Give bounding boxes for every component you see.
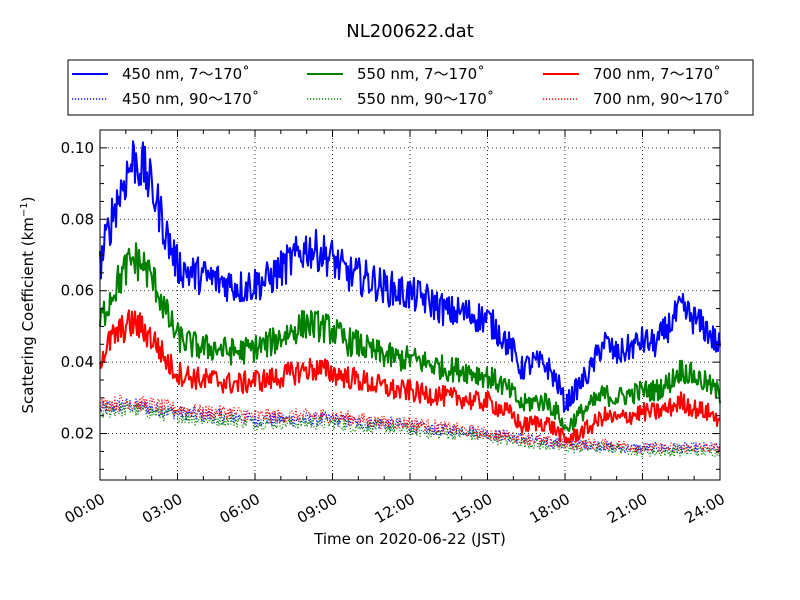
series-line (99, 140, 721, 413)
legend-box (67, 59, 754, 116)
x-tick-label: 03:00 (139, 490, 185, 527)
x-tick-label: 15:00 (449, 490, 495, 527)
x-tick-label: 18:00 (527, 490, 573, 527)
y-tick-label: 0.04 (61, 353, 94, 371)
y-axis-label-main: Scattering Coefficient (km (19, 217, 37, 413)
legend-label: 550 nm, 90～170˚ (357, 90, 494, 108)
legend-label: 450 nm, 7～170˚ (122, 65, 250, 83)
series-line (99, 401, 721, 458)
y-tick-label: 0.06 (61, 282, 94, 300)
x-tick-label: 12:00 (372, 490, 418, 527)
legend-label: 700 nm, 7～170˚ (593, 65, 721, 83)
x-tick-label: 21:00 (604, 490, 650, 527)
series-layer (99, 140, 721, 458)
chart-title: NL200622.dat (346, 21, 473, 42)
y-tick-label: 0.02 (61, 425, 94, 443)
x-tick-label: 00:00 (62, 490, 108, 527)
y-tick-label: 0.10 (61, 139, 94, 157)
y-tick-label: 0.08 (61, 210, 94, 228)
legend: 450 nm, 7～170˚ 450 nm, 90～170˚ 550 nm, 7～1… (72, 65, 730, 108)
x-tick-label: 24:00 (682, 490, 728, 527)
y-axis-label: Scattering Coefficient (km−1) (19, 196, 37, 413)
x-tick-label: 09:00 (294, 490, 340, 527)
legend-label: 450 nm, 90～170˚ (122, 90, 259, 108)
axis-ticks: 00:00 03:00 06:00 09:00 12:00 15:00 18:00 21:00… (61, 129, 728, 527)
series-line (99, 394, 721, 454)
series-line (99, 242, 721, 432)
y-axis-label-close: ) (19, 196, 37, 202)
legend-label: 550 nm, 7～170˚ (357, 65, 485, 83)
x-tick-label: 06:00 (217, 490, 263, 527)
series-line (99, 309, 721, 444)
legend-label: 700 nm, 90～170˚ (593, 90, 730, 108)
y-axis-label-superscript: −1 (19, 202, 30, 217)
x-axis-label: Time on 2020-06-22 (JST) (313, 530, 506, 548)
